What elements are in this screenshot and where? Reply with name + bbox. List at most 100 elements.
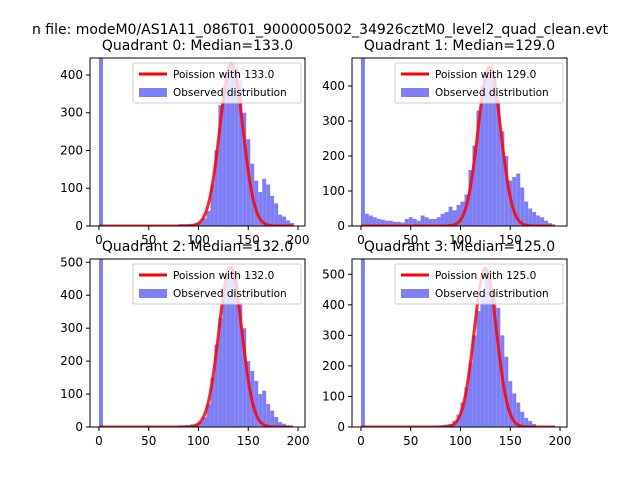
y-tick-label: 400 <box>60 288 83 302</box>
x-tick-label: 100 <box>449 434 472 448</box>
histogram-bar <box>384 220 389 226</box>
histogram-bar <box>464 387 469 427</box>
histogram-bar <box>512 393 517 427</box>
histogram-bar <box>364 213 369 226</box>
histogram-bar <box>290 222 295 226</box>
y-tick-label: 100 <box>60 181 83 195</box>
legend-hist-swatch <box>139 289 167 298</box>
plot-area <box>98 259 294 427</box>
x-tick-label: 150 <box>499 233 522 247</box>
histogram-bar <box>360 259 365 427</box>
histogram-bar <box>488 66 493 226</box>
y-tick-label: 0 <box>337 219 345 233</box>
histogram-bar <box>484 72 489 226</box>
legend-box <box>394 62 564 104</box>
histogram-bar <box>460 402 465 427</box>
histogram-bar <box>274 203 279 226</box>
histogram-bar <box>254 380 259 427</box>
legend: Poission with 129.0 Observed distribution <box>394 62 564 104</box>
histogram-bar <box>98 58 103 226</box>
x-tick-label: 50 <box>403 233 418 247</box>
histogram-bar <box>282 216 287 226</box>
subplot-title: Quadrant 3: Median=125.0 <box>364 239 555 255</box>
x-tick-label: 150 <box>237 434 260 448</box>
histogram-bar <box>400 222 405 226</box>
legend-hist-label: Observed distribution <box>435 87 549 99</box>
legend-box <box>394 263 564 305</box>
x-tick-label: 150 <box>237 233 260 247</box>
histogram-bar <box>416 220 421 226</box>
y-tick-label: 200 <box>322 149 345 163</box>
histogram-bar <box>408 217 413 226</box>
x-tick-label: 100 <box>187 233 210 247</box>
histogram-bar <box>262 178 267 226</box>
histogram-bar <box>360 58 365 226</box>
subplot-title: Quadrant 0: Median=133.0 <box>102 38 293 54</box>
y-tick-label: 500 <box>60 255 83 269</box>
legend-hist-label: Observed distribution <box>173 87 287 99</box>
histogram-bar <box>226 272 231 427</box>
histogram-bar <box>258 394 263 427</box>
x-tick-label: 200 <box>287 233 310 247</box>
y-tick-label: 100 <box>322 389 345 403</box>
histogram-bar <box>368 215 373 226</box>
histogram-bar <box>504 356 509 427</box>
y-tick-label: 400 <box>322 79 345 93</box>
x-tick-label: 50 <box>141 434 156 448</box>
legend-line-label: Poission with 133.0 <box>173 69 274 81</box>
histogram-bar <box>98 259 103 427</box>
poisson-curve <box>360 266 556 427</box>
histogram-bar <box>278 214 283 226</box>
legend: Poission with 132.0 Observed distribution <box>132 263 302 305</box>
y-tick-label: 100 <box>322 184 345 198</box>
histogram-bar <box>234 67 239 226</box>
histogram-bar <box>476 110 481 226</box>
histogram-bar <box>282 423 287 427</box>
histogram-bar <box>424 217 429 226</box>
histogram-bar <box>476 310 481 427</box>
histogram-bar <box>512 177 517 226</box>
legend-line-label: Poission with 132.0 <box>173 270 274 282</box>
histogram-bar <box>456 205 461 226</box>
histogram-bar <box>206 210 211 226</box>
histogram-bar <box>396 221 401 226</box>
legend-box <box>132 62 302 104</box>
axes-frame <box>351 258 568 428</box>
legend-hist-swatch <box>139 88 167 97</box>
histogram-bar <box>412 219 417 226</box>
histogram-bar <box>214 150 219 226</box>
y-tick-label: 200 <box>60 354 83 368</box>
histogram-bar <box>214 344 219 427</box>
histogram-bar <box>242 328 247 427</box>
x-tick-label: 200 <box>549 434 572 448</box>
histogram-bar <box>262 390 267 427</box>
legend-hist-swatch <box>401 289 429 298</box>
histogram-bar <box>532 423 537 427</box>
histogram-bar <box>274 417 279 427</box>
x-tick-label: 0 <box>95 233 103 247</box>
histogram-bar <box>202 417 207 427</box>
subplot-title: Quadrant 2: Median=132.0 <box>102 239 293 255</box>
x-tick-label: 100 <box>187 434 210 448</box>
histogram-bar <box>492 75 497 226</box>
y-tick-label: 300 <box>322 114 345 128</box>
histogram-bar <box>198 422 203 427</box>
axes-frame <box>89 258 306 428</box>
legend-hist-swatch <box>401 88 429 97</box>
histogram-bar <box>234 275 239 427</box>
histogram-bar <box>480 86 485 226</box>
x-tick-label: 0 <box>95 434 103 448</box>
histogram-bar <box>508 381 513 427</box>
histogram-bar <box>516 173 521 226</box>
histogram-bar <box>270 195 275 226</box>
figure-suptitle: n file: modeM0/AS1A11_086T01_9000005002_… <box>32 22 609 38</box>
histogram-bar <box>496 100 501 226</box>
legend-hist-label: Observed distribution <box>435 288 549 300</box>
histogram-bar <box>270 410 275 427</box>
plot-area <box>360 58 556 226</box>
x-tick-label: 100 <box>449 233 472 247</box>
histogram-bar <box>230 63 235 226</box>
histogram-bar <box>206 403 211 427</box>
histogram-bar <box>520 411 525 427</box>
